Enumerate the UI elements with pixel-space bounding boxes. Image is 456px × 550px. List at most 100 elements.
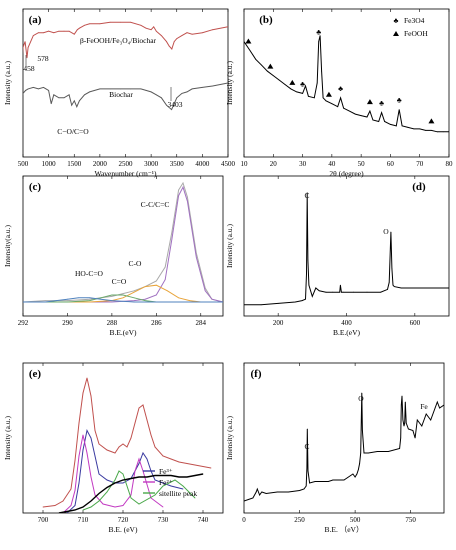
data-point (186, 476, 188, 478)
data-point (202, 87, 203, 88)
data-point (86, 452, 88, 454)
data-point (421, 425, 423, 427)
data-point (272, 75, 274, 76)
data-point (42, 506, 44, 508)
data-point (307, 470, 309, 472)
data-point (356, 473, 358, 475)
data-point (306, 467, 308, 469)
data-point (376, 451, 378, 452)
data-point (306, 192, 308, 194)
data-point (106, 491, 108, 493)
data-point (63, 97, 65, 99)
panel-label: (e) (29, 368, 42, 380)
data-point (78, 482, 80, 484)
data-point (387, 289, 388, 290)
data-point (154, 494, 156, 496)
data-point (134, 470, 136, 472)
data-point (126, 485, 128, 487)
data-point (284, 84, 286, 85)
x-tick-label: 70 (416, 160, 424, 168)
data-point (73, 33, 75, 35)
data-point (130, 88, 132, 90)
data-point (130, 494, 132, 496)
series-line-envelope (23, 181, 223, 303)
data-point (162, 482, 164, 484)
data-point (150, 29, 152, 31)
data-point (122, 473, 124, 475)
data-point (133, 297, 135, 299)
panel-c: 292 290 288 286 284 B.E.(eV) Intensity(a.u.) (c… (3, 175, 224, 337)
data-point (38, 88, 39, 90)
data-point (26, 57, 28, 59)
data-point (182, 182, 184, 184)
data-point (318, 290, 320, 292)
data-point (164, 279, 166, 280)
data-point (106, 449, 108, 451)
data-point (118, 446, 120, 448)
data-point (44, 301, 46, 303)
data-point (138, 458, 140, 460)
x-tick-label: 4000 (195, 160, 210, 168)
legend-feooh-label: FeOOH (404, 29, 428, 38)
data-point (176, 38, 178, 39)
data-point (114, 506, 116, 508)
x-tick-label: 3000 (144, 160, 159, 168)
data-point (248, 499, 249, 500)
data-point (67, 301, 68, 303)
x-tick-label: 60 (387, 160, 395, 168)
annotation-co: C−O/C=O (57, 127, 89, 136)
data-point (388, 282, 390, 283)
fe3o4-peak-marker: ♣ (300, 79, 305, 88)
x-axis-label: B.E. （eV） (325, 525, 364, 534)
data-point (194, 464, 196, 466)
data-point (378, 121, 380, 122)
data-point (146, 419, 148, 421)
data-point (369, 110, 371, 112)
legend-feooh-icon (393, 31, 399, 36)
data-point (442, 131, 444, 133)
data-point (321, 481, 323, 482)
data-point (402, 419, 404, 421)
data-point (390, 231, 392, 233)
data-point (186, 463, 188, 464)
x-tick-label: 3500 (170, 160, 185, 168)
data-point (434, 407, 436, 409)
data-point (99, 23, 101, 25)
legend-label: Fe²⁺ (159, 478, 173, 487)
x-tick-label: 30 (299, 160, 307, 168)
data-point (372, 119, 374, 121)
x-tick-label: 4500 (221, 160, 236, 168)
data-point (339, 291, 341, 293)
data-point (380, 291, 382, 293)
panel-label: (c) (29, 181, 42, 193)
data-point (43, 32, 44, 34)
data-point (305, 85, 306, 87)
x-tick-label: 710 (78, 516, 89, 524)
x-tick-label: 288 (107, 319, 118, 327)
data-point (202, 473, 204, 475)
data-point (102, 503, 104, 505)
data-point (178, 195, 180, 197)
data-point (294, 301, 296, 303)
data-point (145, 27, 147, 29)
data-point (308, 284, 310, 286)
x-tick-label: 500 (350, 516, 361, 524)
data-point (48, 90, 49, 91)
data-point (436, 131, 438, 133)
data-point (78, 455, 80, 457)
x-tick-label: 740 (198, 516, 209, 524)
legend-fe3o4-label: Fe3O4 (404, 16, 425, 25)
data-point (166, 104, 167, 106)
data-point (138, 503, 140, 505)
data-point (145, 90, 147, 91)
legend-fe3o4-icon: ♣ (394, 16, 399, 25)
data-point (390, 124, 391, 125)
data-point (255, 58, 257, 60)
data-point (122, 297, 124, 299)
data-point (362, 430, 363, 431)
feooh-peak-marker (267, 63, 274, 69)
data-point (82, 509, 84, 511)
data-point (299, 490, 300, 491)
data-point (401, 395, 403, 397)
data-point (194, 497, 196, 499)
